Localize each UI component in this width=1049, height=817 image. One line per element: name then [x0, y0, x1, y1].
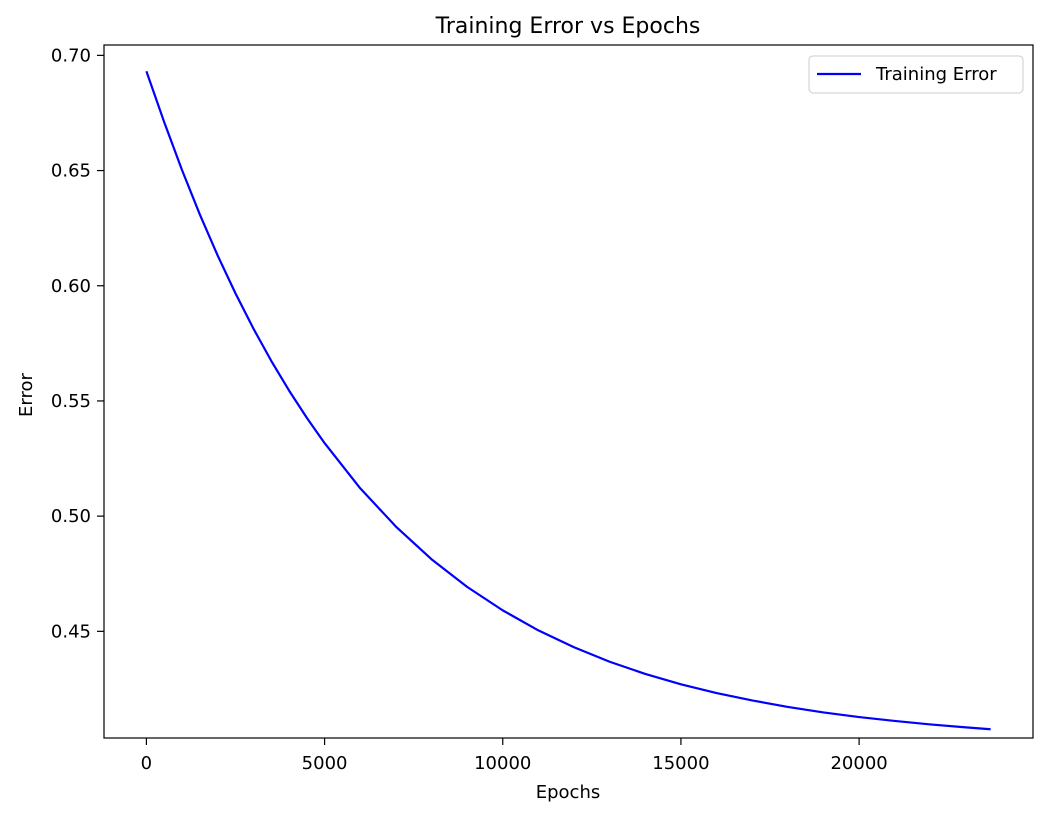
x-tick-label: 15000 — [652, 753, 709, 774]
x-tick-label: 10000 — [474, 753, 531, 774]
x-tick-label: 20000 — [830, 753, 887, 774]
y-tick-label: 0.60 — [51, 276, 91, 297]
y-tick-label: 0.65 — [51, 161, 91, 182]
legend-label-training-error: Training Error — [875, 64, 997, 85]
y-tick-label: 0.70 — [51, 45, 91, 66]
chart-title: Training Error vs Epochs — [435, 14, 701, 39]
plot-area-frame — [103, 44, 1034, 739]
x-axis-ticks: 0 5000 10000 15000 20000 — [141, 738, 888, 774]
y-axis-ticks: 0.45 0.50 0.55 0.60 0.65 0.70 — [51, 45, 104, 642]
x-tick-label: 0 — [141, 753, 152, 774]
y-axis-label: Error — [16, 372, 37, 416]
legend: Training Error — [808, 55, 1024, 94]
training-error-line — [145, 70, 991, 731]
x-tick-label: 5000 — [302, 753, 348, 774]
legend-box — [808, 55, 1024, 94]
x-axis-label: Epochs — [536, 782, 601, 803]
y-tick-label: 0.55 — [51, 391, 91, 412]
y-tick-label: 0.45 — [51, 621, 91, 642]
y-tick-label: 0.50 — [51, 506, 91, 527]
